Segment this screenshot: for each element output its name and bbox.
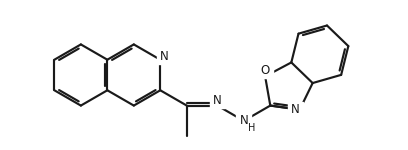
Text: O: O <box>261 64 270 77</box>
FancyBboxPatch shape <box>157 49 172 64</box>
FancyBboxPatch shape <box>288 102 303 117</box>
FancyBboxPatch shape <box>210 92 225 108</box>
FancyBboxPatch shape <box>236 113 251 129</box>
Text: N: N <box>291 103 300 116</box>
Text: N: N <box>239 114 248 127</box>
Text: N: N <box>160 50 169 63</box>
Text: N: N <box>213 94 222 106</box>
Text: H: H <box>248 123 255 133</box>
FancyBboxPatch shape <box>257 63 273 78</box>
